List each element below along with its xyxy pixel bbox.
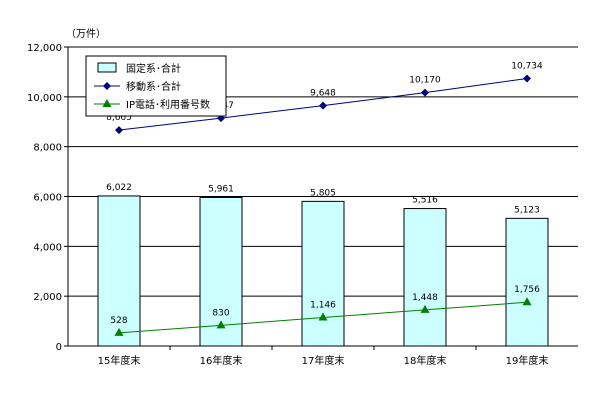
y-tick-label: 8,000 — [33, 143, 62, 154]
bar-series: 6,022 5,961 5,805 5,516 5,123 — [97, 183, 549, 347]
x-tick-label: 19年度末 — [506, 354, 549, 367]
diamond-marker — [523, 74, 531, 83]
bar-data-label: 5,516 — [412, 196, 438, 206]
triangle-marker — [522, 297, 532, 306]
diamond-marker — [115, 126, 123, 135]
point-data-label: 528 — [110, 316, 127, 326]
y-axis-ticks: 0 2,000 4,000 6,000 8,000 10,000 12,000 — [27, 43, 68, 353]
unit-label: （万件） — [66, 28, 106, 40]
x-tick-label: 18年度末 — [404, 354, 447, 367]
legend-label: 固定系･合計 — [126, 62, 181, 75]
point-data-label: 1,756 — [514, 285, 540, 295]
bar — [505, 217, 549, 347]
x-tick-label: 16年度末 — [200, 354, 243, 367]
point-data-label: 1,146 — [310, 300, 336, 310]
y-tick-label: 0 — [56, 342, 62, 353]
y-tick-label: 12,000 — [27, 43, 62, 54]
legend-label: IP電話･利用番号数 — [126, 98, 210, 111]
point-data-label: 830 — [212, 308, 229, 318]
point-data-label: 10,170 — [409, 76, 441, 86]
point-data-label: 9,648 — [310, 89, 336, 99]
bar — [97, 195, 141, 347]
line-series: 8,6659,1479,64810,17010,7345288301,1461,… — [106, 62, 543, 336]
bar-data-label: 6,022 — [106, 183, 132, 193]
bar — [301, 200, 345, 347]
y-tick-label: 2,000 — [33, 292, 62, 303]
legend-label: 移動系･合計 — [126, 80, 181, 93]
x-tick-label: 17年度末 — [302, 354, 345, 367]
diamond-marker — [319, 101, 327, 110]
triangle-marker — [318, 312, 328, 321]
legend-triangle-marker — [102, 99, 112, 107]
legend-swatch-bar — [97, 62, 117, 73]
legend-diamond-marker — [103, 82, 111, 90]
bar-data-label: 5,961 — [208, 184, 234, 194]
triangle-marker — [216, 320, 226, 329]
diamond-marker — [421, 88, 429, 97]
x-axis-ticks: 15年度末 16年度末 17年度末 18年度末 19年度末 — [98, 346, 549, 367]
point-data-label: 1,448 — [412, 293, 438, 303]
bar-data-label: 5,805 — [310, 188, 336, 198]
triangle-marker — [114, 327, 124, 336]
bar-data-label: 5,123 — [514, 205, 540, 215]
point-data-label: 10,734 — [511, 62, 543, 72]
y-tick-label: 6,000 — [33, 193, 62, 204]
bar — [403, 208, 447, 347]
x-tick-label: 15年度末 — [98, 354, 141, 367]
triangle-marker — [420, 304, 430, 313]
y-tick-label: 10,000 — [27, 93, 62, 104]
point-data-label: 8,665 — [106, 113, 132, 123]
y-tick-label: 4,000 — [33, 242, 62, 253]
